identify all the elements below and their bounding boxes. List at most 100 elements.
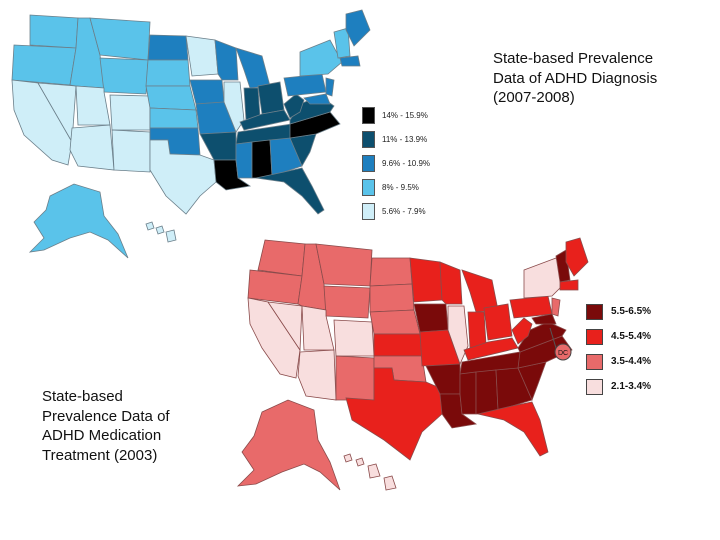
state-wyoming [323, 285, 371, 319]
state-kansas [149, 107, 199, 129]
state-alabama [475, 369, 499, 415]
state-south-dakota [145, 59, 191, 87]
state-michigan [461, 269, 499, 313]
state-alaska [236, 399, 341, 491]
state-iowa [413, 303, 449, 333]
state-illinois [223, 81, 245, 133]
state-iowa [189, 79, 225, 105]
dc-leader-line [549, 327, 557, 349]
state-new-york [523, 257, 567, 299]
legend-label: 5.6% - 7.9% [382, 206, 426, 216]
medication-map-title: State-based Prevalence Data of ADHD Medi… [42, 387, 170, 465]
legend-swatch [586, 328, 603, 345]
medication-map: DC [236, 237, 589, 491]
state-vermont-nh [333, 27, 351, 59]
state-utah [301, 305, 335, 351]
state-wisconsin [439, 261, 463, 305]
state-delaware-maryland [531, 313, 557, 325]
legend-item: 5.6% - 7.9% [362, 199, 430, 223]
legend-swatch [362, 154, 375, 172]
state-colorado [109, 94, 151, 131]
state-pennsylvania [283, 73, 327, 97]
state-kentucky [463, 337, 519, 361]
state-georgia [495, 367, 533, 411]
dc-marker [554, 343, 572, 361]
diagnosis-map [11, 9, 371, 259]
legend-label: 8% - 9.5% [382, 182, 419, 192]
state-washington [257, 239, 306, 277]
legend-item: 3.5-4.4% [586, 349, 651, 374]
state-arkansas [199, 131, 237, 161]
state-arizona [297, 349, 337, 401]
state-new-york [299, 39, 343, 77]
legend-swatch [586, 303, 603, 320]
state-alaska [28, 183, 129, 259]
title-line: State-based [42, 388, 123, 405]
state-kansas [373, 333, 423, 357]
state-montana [315, 243, 373, 287]
legend-label: 2.1-3.4% [611, 381, 652, 392]
legend-swatch [362, 130, 375, 148]
state-north-dakota [369, 257, 413, 287]
state-michigan [235, 47, 271, 89]
state-pennsylvania [509, 295, 553, 319]
legend-item: 9.6% - 10.9% [362, 151, 430, 175]
state-ohio [257, 81, 285, 115]
legend-label: 11% - 13.9% [382, 134, 428, 144]
state-hawaii [145, 221, 177, 243]
legend-item: 5.5-6.5% [586, 299, 651, 324]
title-line: (2007-2008) [493, 89, 575, 106]
state-nebraska [369, 309, 421, 335]
state-florida [255, 167, 325, 215]
diagnosis-map-title: State-based Prevalence Data of ADHD Diag… [493, 49, 657, 108]
state-oregon [11, 44, 77, 86]
state-west-virginia [511, 317, 533, 345]
state-kentucky [239, 109, 291, 131]
state-colorado [333, 319, 375, 357]
legend-item: 4.5-5.4% [586, 324, 651, 349]
legend-swatch [586, 378, 603, 395]
state-mississippi [235, 141, 253, 179]
title-line: Prevalence Data of [42, 407, 170, 425]
title-line: Data of ADHD Diagnosis [493, 69, 658, 87]
legend-item: 2.1-3.4% [586, 374, 651, 399]
state-maine [345, 9, 371, 47]
state-nevada [267, 301, 303, 352]
state-florida [477, 401, 549, 457]
state-maine [565, 237, 589, 277]
title-line: ADHD Medication [42, 427, 162, 444]
legend-swatch [362, 202, 375, 220]
title-line: State-based Prevalence [493, 50, 654, 67]
legend-label: 14% - 15.9% [382, 110, 428, 120]
legend-item: 8% - 9.5% [362, 175, 430, 199]
state-indiana [467, 311, 487, 349]
diagnosis-legend: 14% - 15.9% 11% - 13.9% 9.6% - 10.9% 8% … [362, 103, 430, 223]
state-washington [29, 14, 79, 49]
state-wisconsin [214, 39, 239, 81]
legend-swatch [362, 106, 375, 124]
state-new-jersey [325, 77, 335, 97]
state-nebraska [145, 85, 197, 111]
state-massachusetts [559, 279, 579, 291]
state-nevada [37, 82, 77, 144]
legend-label: 4.5-5.4% [611, 331, 652, 342]
state-ohio [483, 303, 513, 341]
state-south-dakota [369, 283, 415, 313]
state-massachusetts [339, 55, 361, 67]
state-north-dakota [147, 34, 189, 61]
legend-swatch [586, 353, 603, 370]
legend-item: 14% - 15.9% [362, 103, 430, 127]
state-new-jersey [551, 297, 561, 317]
medication-legend: 5.5-6.5% 4.5-5.4% 3.5-4.4% 2.1-3.4% [586, 299, 651, 399]
state-wyoming [99, 57, 149, 95]
state-new-mexico [335, 355, 375, 401]
state-hawaii [343, 453, 397, 491]
legend-label: 9.6% - 10.9% [382, 158, 431, 168]
state-oregon [247, 269, 303, 305]
legend-item: 11% - 13.9% [362, 127, 430, 151]
state-alabama [251, 139, 273, 179]
legend-swatch [362, 178, 375, 196]
state-arizona [69, 124, 115, 171]
legend-label: 3.5-4.4% [611, 356, 652, 367]
